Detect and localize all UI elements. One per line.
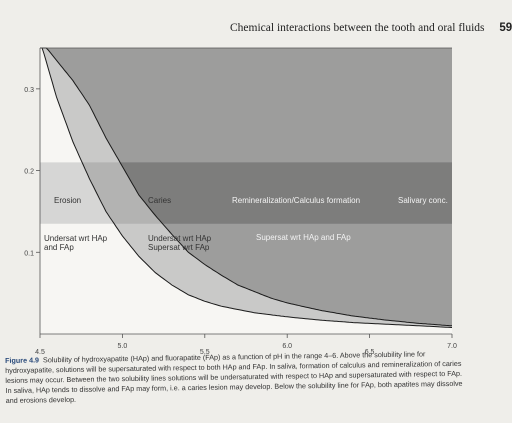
label-supersat-fap: Supersat wrt FAp <box>148 243 210 252</box>
label-remineralization: Remineralization/Calculus formation <box>232 196 360 205</box>
label-supersat-both: Supersat wrt HAp and FAp <box>256 233 351 242</box>
x-tick-label: 5.5 <box>200 349 210 356</box>
y-tick-label: 0.2 <box>24 169 34 176</box>
figure-caption-text: Solubility of hydroxyapatite (HAp) and f… <box>5 349 463 405</box>
band-erosion-zone <box>40 162 115 224</box>
label-undersat-both-line1: Undersat wrt HAp <box>44 234 108 243</box>
y-tick-label: 0.1 <box>24 250 34 257</box>
running-head-title: Chemical interactions between the tooth … <box>230 22 485 34</box>
figure-label: Figure 4.9 <box>5 355 40 365</box>
x-tick-label: 4.5 <box>35 349 45 356</box>
y-ticks: 0.1 0.2 0.3 <box>24 87 40 257</box>
label-erosion: Erosion <box>54 196 81 205</box>
band-remineralization-zone <box>120 162 452 224</box>
x-tick-label: 6.5 <box>365 349 375 356</box>
page-number: 59 <box>499 22 512 34</box>
fap-solubility-curve <box>40 47 453 328</box>
figure-caption: Figure 4.9 Solubility of hydroxyapatite (… <box>5 349 466 406</box>
label-undersat-both-line2: and FAp <box>44 243 74 252</box>
hap-solubility-curve <box>40 47 453 327</box>
label-salivary: Salivary conc. <box>398 196 448 205</box>
x-tick-label: 7.0 <box>447 343 457 350</box>
running-head: Chemical interactions between the tooth … <box>230 22 512 34</box>
label-undersat-hap: Undersat wrt HAp <box>148 234 212 243</box>
band-caries-zone <box>82 162 163 224</box>
y-tick-label: 0.3 <box>24 87 34 94</box>
x-tick-label: 5.0 <box>118 343 128 350</box>
x-ticks: 4.5 5.5 6.5 5.0 6.0 7.0 <box>35 334 457 356</box>
x-tick-label: 6.0 <box>282 343 292 350</box>
label-caries: Caries <box>148 196 171 205</box>
